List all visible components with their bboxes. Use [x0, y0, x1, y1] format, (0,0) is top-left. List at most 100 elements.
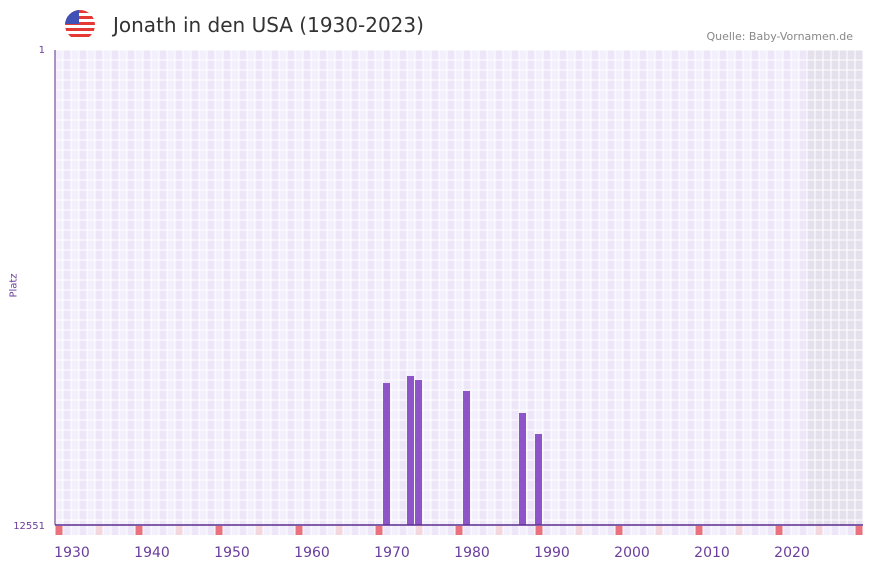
grid-cell	[607, 50, 615, 60]
grid-cell	[127, 490, 135, 500]
grid-cell	[663, 130, 671, 140]
grid-cell	[111, 450, 119, 460]
grid-cell	[727, 210, 735, 220]
grid-cell	[71, 100, 79, 110]
grid-cell	[647, 290, 655, 300]
grid-cell	[447, 60, 455, 70]
bar-1988[interactable]	[535, 434, 542, 525]
grid-cell	[167, 240, 175, 250]
grid-cell	[503, 410, 511, 420]
grid-cell	[847, 390, 855, 400]
bar-1969[interactable]	[383, 383, 390, 525]
decade-marker	[575, 526, 583, 535]
grid-cell	[823, 50, 831, 60]
grid-cell	[823, 120, 831, 130]
grid-cell	[479, 410, 487, 420]
grid-cell	[407, 60, 415, 70]
grid-cell	[439, 400, 447, 410]
grid-cell	[551, 180, 559, 190]
grid-cell	[247, 370, 255, 380]
grid-cell	[855, 320, 863, 330]
grid-cell	[103, 370, 111, 380]
grid-cell	[807, 380, 815, 390]
grid-cell	[103, 330, 111, 340]
grid-cell	[679, 220, 687, 230]
decade-marker	[687, 526, 695, 535]
grid-cell	[455, 330, 463, 340]
grid-cell	[847, 50, 855, 60]
grid-cell	[511, 470, 519, 480]
grid-cell	[495, 380, 503, 390]
grid-cell	[135, 350, 143, 360]
grid-cell	[95, 210, 103, 220]
grid-cell	[591, 160, 599, 170]
grid-cell	[471, 330, 479, 340]
grid-cell	[823, 150, 831, 160]
source-link[interactable]: Quelle: Baby-Vornamen.de	[706, 30, 853, 43]
grid-cell	[191, 370, 199, 380]
grid-cell	[663, 100, 671, 110]
x-tick-label: 2010	[694, 545, 730, 561]
grid-cell	[639, 210, 647, 220]
grid-cell	[679, 310, 687, 320]
grid-cell	[319, 460, 327, 470]
grid-cell	[439, 340, 447, 350]
grid-cell	[151, 230, 159, 240]
grid-cell	[575, 350, 583, 360]
grid-cell	[727, 250, 735, 260]
grid-cell	[775, 300, 783, 310]
grid-cell	[583, 200, 591, 210]
grid-cell	[199, 400, 207, 410]
decade-marker	[847, 526, 855, 535]
grid-cell	[807, 270, 815, 280]
grid-cell	[383, 70, 391, 80]
grid-cell	[191, 360, 199, 370]
grid-cell	[335, 420, 343, 430]
grid-cell	[455, 50, 463, 60]
grid-cell	[567, 300, 575, 310]
grid-cell	[279, 190, 287, 200]
grid-cell	[631, 360, 639, 370]
grid-cell	[343, 280, 351, 290]
decade-marker	[423, 526, 431, 535]
grid-cell	[151, 80, 159, 90]
grid-cell	[799, 80, 807, 90]
grid-cell	[359, 110, 367, 120]
decade-marker	[263, 526, 271, 535]
grid-cell	[351, 220, 359, 230]
bar-1972[interactable]	[407, 375, 414, 525]
bar-1986[interactable]	[519, 413, 526, 525]
grid-cell	[463, 310, 471, 320]
grid-cell	[79, 230, 87, 240]
grid-cell	[399, 180, 407, 190]
grid-cell	[599, 280, 607, 290]
grid-cell	[663, 370, 671, 380]
grid-cell	[719, 200, 727, 210]
grid-cell	[319, 300, 327, 310]
grid-cell	[551, 140, 559, 150]
bar-1973[interactable]	[415, 380, 422, 525]
grid-cell	[791, 360, 799, 370]
grid-cell	[183, 90, 191, 100]
grid-cell	[175, 390, 183, 400]
grid-cell	[343, 90, 351, 100]
grid-cell	[447, 80, 455, 90]
grid-cell	[87, 300, 95, 310]
grid-cell	[823, 80, 831, 90]
grid-cell	[679, 460, 687, 470]
grid-cell	[567, 250, 575, 260]
grid-cell	[759, 420, 767, 430]
grid-cell	[71, 250, 79, 260]
grid-cell	[79, 210, 87, 220]
grid-cell	[183, 310, 191, 320]
grid-cell	[207, 420, 215, 430]
grid-cell	[87, 440, 95, 450]
grid-cell	[191, 180, 199, 190]
grid-cell	[159, 100, 167, 110]
grid-cell	[439, 510, 447, 520]
grid-cell	[111, 180, 119, 190]
bar-1979[interactable]	[463, 390, 470, 525]
grid-cell	[671, 510, 679, 520]
grid-cell	[663, 230, 671, 240]
grid-cell	[303, 230, 311, 240]
